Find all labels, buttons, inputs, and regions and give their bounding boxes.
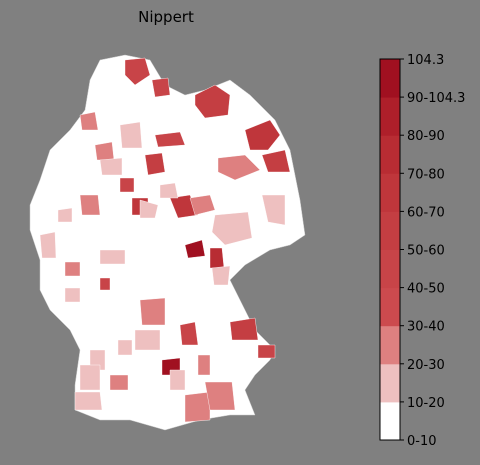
district — [119, 121, 143, 149]
district — [209, 247, 225, 269]
district — [109, 374, 129, 391]
colorbar-band — [380, 249, 400, 289]
district-fills — [39, 57, 291, 423]
colorbar-label: 10-20 — [407, 396, 445, 411]
district — [139, 199, 159, 219]
district — [144, 152, 166, 176]
colorbar-band — [380, 363, 400, 403]
district — [257, 344, 276, 359]
district — [99, 157, 123, 176]
district — [99, 249, 126, 265]
district — [139, 297, 166, 326]
district — [119, 177, 135, 193]
district — [64, 261, 81, 277]
district — [94, 141, 115, 161]
district — [261, 149, 291, 173]
district — [169, 369, 186, 391]
colorbar-band — [380, 401, 400, 441]
district — [64, 287, 81, 303]
colorbar-band — [380, 135, 400, 174]
district — [117, 339, 133, 356]
germany-map — [29, 54, 306, 431]
district — [197, 354, 211, 376]
colorbar-band — [380, 59, 400, 98]
colorbar-label: 90-104.3 — [407, 91, 465, 106]
district — [39, 231, 57, 259]
colorbar-label: 20-30 — [407, 358, 445, 373]
colorbar-label: 80-90 — [407, 129, 445, 144]
district — [179, 321, 199, 346]
colorbar-band — [380, 97, 400, 136]
colorbar-label: 70-80 — [407, 167, 445, 182]
district — [99, 277, 111, 291]
colorbar-label: 30-40 — [407, 320, 445, 335]
colorbar-label: 104.3 — [407, 53, 444, 68]
colorbar-band — [380, 211, 400, 250]
district — [217, 154, 261, 181]
district — [74, 391, 103, 411]
colorbar-band — [380, 325, 400, 365]
district — [79, 364, 101, 391]
district — [261, 194, 286, 226]
district — [57, 207, 73, 223]
district — [189, 194, 216, 216]
district — [151, 77, 171, 98]
district — [211, 211, 253, 246]
colorbar: 0-10 10-20 20-30 30-40 40-50 50-60 60-70 70-80 8… — [379, 53, 465, 449]
district — [79, 111, 99, 131]
district — [124, 57, 151, 86]
district — [211, 265, 231, 286]
colorbar-band — [380, 287, 400, 327]
district — [194, 84, 231, 119]
district — [204, 381, 236, 411]
district — [79, 194, 101, 216]
district — [134, 329, 161, 351]
district — [184, 239, 206, 259]
district — [159, 182, 179, 199]
colorbar-label: 0-10 — [407, 434, 437, 449]
colorbar-band — [380, 173, 400, 212]
district — [154, 131, 186, 148]
map-title: Nippert — [138, 8, 194, 26]
colorbar-label: 50-60 — [407, 244, 445, 259]
colorbar-label: 60-70 — [407, 205, 445, 220]
colorbar-label: 40-50 — [407, 282, 445, 297]
district — [244, 119, 281, 151]
district — [229, 317, 259, 341]
district — [184, 391, 211, 423]
